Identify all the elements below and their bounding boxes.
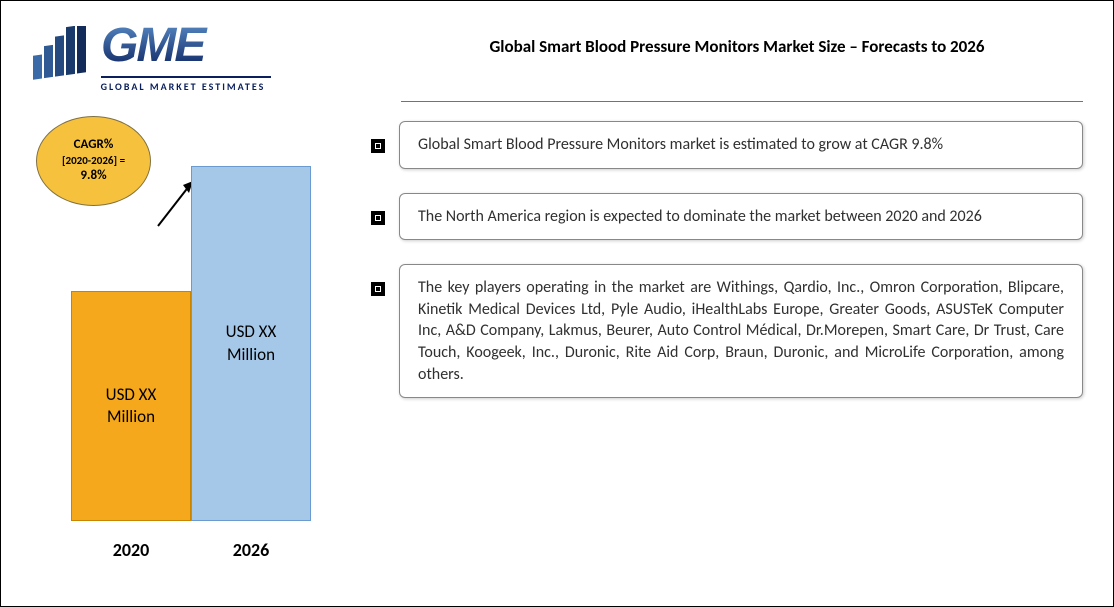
insight-box: Global Smart Blood Pressure Monitors mar… [399, 121, 1083, 169]
insight-box: The key players operating in the market … [399, 264, 1083, 398]
insight-list: Global Smart Blood Pressure Monitors mar… [371, 121, 1083, 398]
bar-value-label: USD XX Million [207, 321, 295, 365]
market-size-chart: CAGR% [2020-2026] = 9.8% USD XX Million … [31, 131, 341, 561]
logo-text: GME GLOBAL MARKET ESTIMATES [101, 21, 271, 93]
svg-text:GME: GME [101, 21, 208, 69]
bullet-icon [371, 139, 385, 153]
logo-main: GME [101, 21, 271, 74]
title-divider [401, 101, 1083, 102]
list-item: The key players operating in the market … [371, 264, 1083, 398]
logo-bars-icon [31, 26, 89, 89]
bullet-icon [371, 211, 385, 225]
list-item: The North America region is expected to … [371, 193, 1083, 241]
x-axis-labels: 2020 2026 [71, 539, 331, 561]
list-item: Global Smart Blood Pressure Monitors mar… [371, 121, 1083, 169]
bullet-icon [371, 282, 385, 296]
bar-2026: USD XX Million [191, 166, 311, 521]
bar-value-label: USD XX Million [87, 384, 175, 428]
page-title: Global Smart Blood Pressure Monitors Mar… [401, 36, 1073, 57]
bar-2020: USD XX Million [71, 291, 191, 521]
x-label: 2026 [191, 539, 311, 561]
x-label: 2020 [71, 539, 191, 561]
logo-tagline: GLOBAL MARKET ESTIMATES [101, 76, 271, 93]
bar-group: USD XX Million USD XX Million [71, 161, 331, 521]
brand-logo: GME GLOBAL MARKET ESTIMATES [31, 21, 301, 101]
insight-box: The North America region is expected to … [399, 193, 1083, 241]
cagr-label: CAGR% [74, 137, 114, 154]
